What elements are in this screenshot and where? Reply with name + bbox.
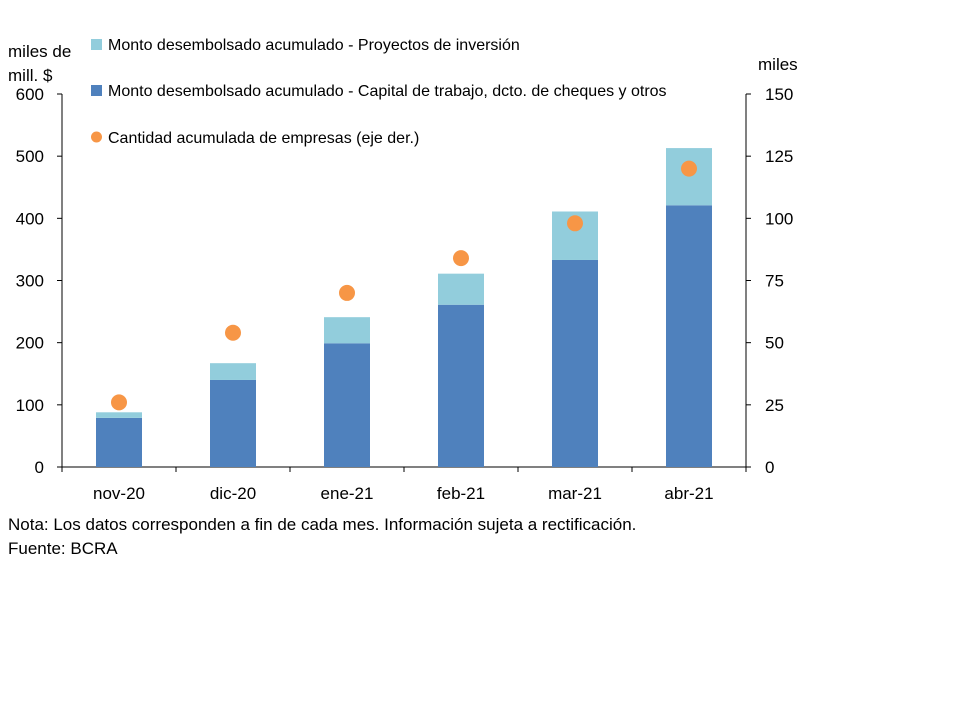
axes: 0 100 200 300 400 500 600 0 25 50 75 100 125 150 nov-2… (16, 85, 794, 503)
x-tick-label: ene-21 (321, 484, 374, 503)
right-tick-label: 75 (765, 272, 784, 291)
x-tick-label: feb-21 (437, 484, 485, 503)
x-tick-label: mar-21 (548, 484, 602, 503)
legend: Monto desembolsado acumulado - Proyectos… (91, 37, 667, 147)
left-tick-label: 300 (16, 272, 44, 291)
bar-capital-trabajo (666, 205, 712, 468)
bar-proyectos-inversion (210, 363, 256, 380)
bar-proyectos-inversion (666, 148, 712, 206)
legend-label: Monto desembolsado acumulado - Proyectos… (108, 37, 520, 54)
point-cantidad-empresas (681, 160, 697, 177)
point-cantidad-empresas (453, 250, 469, 267)
left-axis-unit-line2: mill. $ (8, 66, 53, 85)
legend-swatch (91, 39, 102, 50)
bar-capital-trabajo (552, 259, 598, 467)
bar-proyectos-inversion (438, 273, 484, 305)
point-cantidad-empresas (339, 284, 355, 301)
left-tick-label: 0 (35, 458, 44, 477)
bar-proyectos-inversion (324, 317, 370, 344)
legend-swatch (91, 85, 102, 96)
left-tick-label: 500 (16, 147, 44, 166)
legend-label: Monto desembolsado acumulado - Capital d… (108, 83, 667, 100)
bar-capital-trabajo (438, 304, 484, 467)
left-tick-label: 400 (16, 209, 44, 228)
legend-marker (91, 131, 102, 143)
right-tick-label: 150 (765, 85, 793, 104)
chart: 0 100 200 300 400 500 600 0 25 50 75 100 125 150 nov-2… (8, 37, 798, 503)
right-tick-label: 125 (765, 147, 793, 166)
bar-proyectos-inversion (96, 412, 142, 418)
bar-capital-trabajo (324, 343, 370, 467)
bar-capital-trabajo (210, 379, 256, 467)
right-axis-unit: miles (758, 55, 798, 74)
left-tick-label: 200 (16, 334, 44, 353)
right-tick-label: 0 (765, 458, 774, 477)
source-text: Fuente: BCRA (8, 539, 118, 558)
point-cantidad-empresas (111, 394, 127, 411)
left-tick-label: 600 (16, 85, 44, 104)
right-tick-label: 100 (765, 209, 793, 228)
left-axis-unit-line1: miles de (8, 42, 71, 61)
legend-label: Cantidad acumulada de empresas (eje der.… (108, 130, 419, 147)
point-cantidad-empresas (225, 324, 241, 341)
x-tick-label: abr-21 (664, 484, 713, 503)
right-tick-label: 25 (765, 396, 784, 415)
scatter-points (111, 160, 697, 411)
bar-capital-trabajo (96, 417, 142, 467)
bars (96, 148, 712, 468)
right-tick-label: 50 (765, 334, 784, 353)
x-tick-label: dic-20 (210, 484, 256, 503)
left-tick-label: 100 (16, 396, 44, 415)
point-cantidad-empresas (567, 215, 583, 232)
note-text: Nota: Los datos corresponden a fin de ca… (8, 515, 637, 534)
x-tick-label: nov-20 (93, 484, 145, 503)
